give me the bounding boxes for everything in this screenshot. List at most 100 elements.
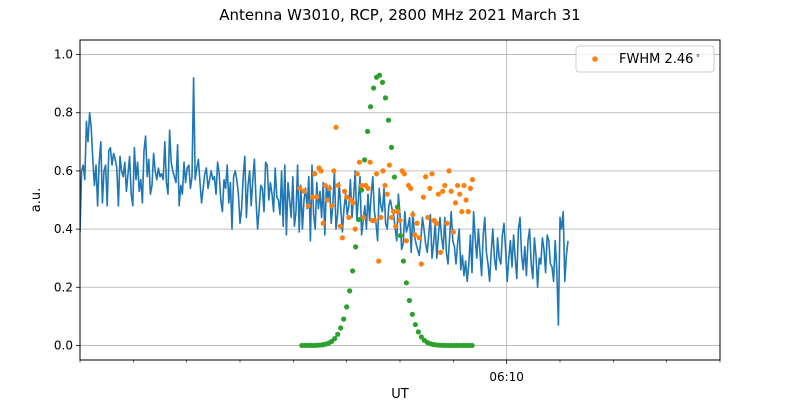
fwhm-point [437, 249, 444, 255]
beam-point [379, 79, 386, 85]
fwhm-point [416, 235, 422, 241]
fwhm-point [329, 203, 335, 209]
fwhm-point [309, 194, 316, 200]
beam-point [367, 104, 374, 110]
fwhm-point [423, 174, 429, 180]
fwhm-point [367, 159, 373, 165]
fwhm-point [412, 232, 418, 238]
fwhm-point [427, 185, 433, 191]
beam-point [394, 204, 401, 210]
beam-point [415, 329, 421, 335]
fwhm-point [339, 235, 345, 241]
beam-point [370, 85, 377, 91]
fwhm-point [320, 220, 326, 226]
fwhm-point [356, 159, 363, 165]
fwhm-point [337, 223, 343, 229]
y-tick-label: 0.0 [54, 338, 73, 352]
y-tick-label: 0.6 [54, 164, 73, 178]
beam-point [341, 316, 347, 322]
fwhm-point [386, 162, 392, 168]
y-tick-label: 1.0 [54, 48, 73, 62]
fwhm-point [444, 220, 450, 226]
fwhm-point [440, 188, 446, 194]
fwhm-point [318, 168, 324, 174]
beam-point [332, 335, 338, 342]
beam-point [359, 187, 365, 193]
fwhm-point [354, 171, 360, 177]
fwhm-point [391, 209, 397, 215]
beam-point [338, 325, 344, 331]
fwhm-point [435, 191, 441, 197]
fwhm-point [395, 209, 401, 215]
y-tick-label: 0.2 [54, 280, 73, 294]
fwhm-point [401, 171, 407, 177]
beam-point [356, 216, 362, 223]
axis-layer: 0.0 0.2 0.4 0.6 0.8 1.0 06:10 [54, 48, 721, 384]
fwhm-point [344, 194, 350, 200]
chart-title: Antenna W3010, RCP, 2800 MHz 2021 March … [219, 6, 580, 24]
y-tick-label: 0.4 [54, 222, 73, 236]
legend-box [575, 45, 715, 73]
beam-point [400, 258, 407, 264]
x-tick-label: 06:10 [489, 370, 524, 384]
fwhm-point [465, 209, 471, 215]
fwhm-point [429, 171, 435, 177]
beam-point [350, 268, 356, 274]
fwhm-point [442, 182, 448, 189]
fwhm-point [457, 191, 463, 197]
fwhm-point [335, 182, 341, 189]
fwhm-point [376, 258, 382, 264]
legend-label: FWHM 2.46 ∘ [619, 51, 700, 67]
fwhm-point [346, 214, 352, 221]
beam-point [376, 72, 383, 78]
fwhm-point [331, 168, 337, 174]
fwhm-point [380, 168, 386, 174]
fwhm-point [382, 182, 388, 189]
beam-point [335, 331, 341, 337]
fwhm-point [420, 194, 427, 200]
fwhm-point [403, 238, 409, 244]
y-tick-label: 0.8 [54, 106, 73, 120]
beam-point [406, 297, 412, 304]
fwhm-point [359, 182, 365, 189]
fwhm-point [365, 185, 371, 191]
fwhm-point [322, 182, 328, 189]
plot-layer [80, 72, 569, 349]
beam-point [361, 157, 368, 163]
fwhm-point [469, 177, 476, 183]
signal-line [80, 77, 569, 326]
legend: FWHM 2.46 ∘ [575, 45, 715, 73]
beam-point [469, 342, 475, 349]
fwhm-point [341, 188, 348, 194]
fwhm-point [461, 182, 467, 189]
fwhm-point [455, 182, 461, 189]
fwhm-point [410, 211, 416, 218]
fwhm-point [361, 214, 367, 221]
beam-point [347, 288, 353, 294]
fwhm-point [446, 168, 452, 174]
beam-point [344, 304, 350, 310]
fwhm-point [388, 214, 395, 221]
fwhm-point [463, 197, 469, 203]
beam-point [409, 311, 415, 317]
fwhm-point [467, 185, 473, 191]
legend-label-text: FWHM 2.46 [619, 52, 693, 67]
fwhm-point [324, 197, 331, 203]
legend-marker [592, 56, 598, 62]
fwhm-point [312, 171, 318, 177]
fwhm-point [418, 261, 424, 267]
beam-point [353, 244, 359, 250]
fwhm-point [459, 209, 465, 215]
x-axis-label: UT [391, 387, 409, 400]
beam-point [364, 128, 371, 134]
legend-label-degree: ∘ [695, 51, 700, 60]
beam-point [397, 232, 404, 239]
fwhm-point [333, 124, 339, 130]
fwhm-point [301, 188, 307, 194]
beam-point [391, 174, 398, 180]
fwhm-point [305, 203, 311, 209]
fwhm-point [450, 229, 456, 235]
beam-point [418, 334, 424, 340]
fwhm-point [371, 217, 377, 223]
